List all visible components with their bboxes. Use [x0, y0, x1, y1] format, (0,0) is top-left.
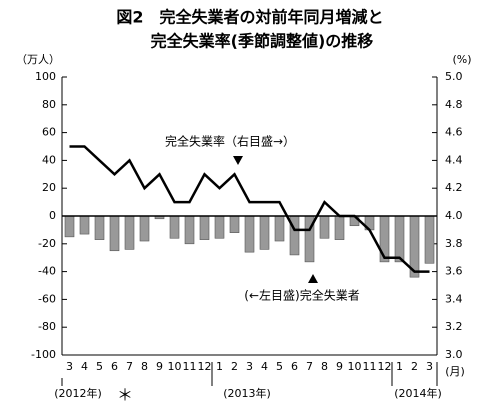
y-tick-label: -60: [38, 292, 56, 305]
x-tick-label: 6: [291, 360, 298, 373]
x-tick-label: 12: [198, 360, 212, 373]
year-label: (2014年): [394, 386, 442, 400]
bar: [184, 215, 195, 245]
x-tick-label: 5: [276, 360, 283, 373]
y-tick-label: -100: [31, 348, 56, 361]
x-tick-label: 10: [348, 360, 362, 373]
bar: [169, 215, 180, 239]
x-tick-label: 1: [216, 360, 223, 373]
y-axis-label: （万人）: [16, 53, 60, 66]
x-tick-label: 6: [111, 360, 118, 373]
y2-tick-label: 4.2: [445, 181, 463, 194]
x-tick-label: 3: [246, 360, 253, 373]
asterisk: ＊: [117, 386, 133, 405]
bar: [244, 215, 255, 253]
y-tick-label: -40: [38, 265, 56, 278]
bar: [109, 215, 120, 252]
y2-tick-label: 5.0: [445, 70, 463, 83]
y-tick-label: 20: [42, 181, 56, 194]
bar-annotation: (←左目盛)完全失業者: [244, 288, 359, 303]
x-tick-label: 1: [396, 360, 403, 373]
bar: [334, 215, 345, 240]
y2-tick-label: 3.0: [445, 348, 463, 361]
x-tick-label: 3: [66, 360, 73, 373]
line-annotation: 完全失業率（右目盛→）: [165, 134, 295, 149]
y-tick-label: -20: [38, 237, 56, 250]
x-tick-label: 12: [378, 360, 392, 373]
x-tick-label: 8: [321, 360, 328, 373]
y-tick-label: -80: [38, 320, 56, 333]
y2-axis-label: (%): [452, 53, 471, 66]
line: [69, 145, 430, 273]
x-tick-label: 7: [126, 360, 133, 373]
bar: [64, 215, 75, 238]
x-tick-label: 7: [306, 360, 313, 373]
chart-title: 図2 完全失業者の対前年同月増減と: [116, 8, 383, 27]
x-tick-label: 11: [363, 360, 377, 373]
year-label: (2012年): [54, 386, 102, 400]
x-unit: (月): [445, 365, 465, 378]
x-tick-label: 2: [231, 360, 238, 373]
pointer: [308, 274, 318, 283]
y-tick-label: 80: [42, 98, 56, 111]
bar: [229, 215, 240, 233]
bar: [274, 215, 285, 242]
y2-tick-label: 4.4: [445, 153, 463, 166]
y-tick-label: 0: [49, 209, 56, 222]
y2-tick-label: 3.8: [445, 237, 463, 250]
x-tick-label: 5: [96, 360, 103, 373]
y2-tick-label: 4.0: [445, 209, 463, 222]
y-tick-label: 40: [42, 153, 56, 166]
x-tick-label: 2: [411, 360, 418, 373]
x-tick-label: 4: [261, 360, 268, 373]
pointer: [233, 156, 243, 165]
chart-subtitle: 完全失業率(季節調整値)の推移: [151, 32, 374, 51]
x-tick-label: 9: [336, 360, 343, 373]
bar: [424, 215, 435, 264]
y2-tick-label: 3.6: [445, 265, 463, 278]
year-label: (2013年): [223, 386, 271, 400]
y2-tick-label: 4.8: [445, 98, 463, 111]
y-tick-label: 100: [35, 70, 56, 83]
bar: [319, 215, 330, 239]
bar: [79, 215, 90, 235]
bar: [139, 215, 150, 242]
bar: [379, 215, 390, 263]
y-tick-label: 60: [42, 126, 56, 139]
bar: [394, 215, 405, 263]
x-tick-label: 4: [81, 360, 88, 373]
x-tick-label: 8: [141, 360, 148, 373]
bar: [214, 215, 225, 239]
bar: [259, 215, 270, 250]
bar: [94, 215, 105, 240]
bar: [124, 215, 135, 250]
y2-tick-label: 3.4: [445, 292, 463, 305]
bar: [199, 215, 210, 240]
x-tick-label: 9: [156, 360, 163, 373]
x-tick-label: 11: [183, 360, 197, 373]
y2-tick-label: 3.2: [445, 320, 463, 333]
x-tick-label: 10: [168, 360, 182, 373]
y2-tick-label: 4.6: [445, 126, 463, 139]
x-tick-label: 3: [426, 360, 433, 373]
